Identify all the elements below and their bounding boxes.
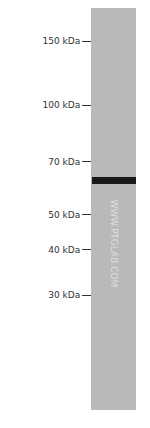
svg-text:50 kDa: 50 kDa <box>48 210 80 220</box>
svg-text:30 kDa: 30 kDa <box>48 290 80 300</box>
svg-text:WWW.PTGLAB.COM: WWW.PTGLAB.COM <box>109 199 119 287</box>
svg-text:70 kDa: 70 kDa <box>48 157 80 167</box>
svg-text:40 kDa: 40 kDa <box>48 245 80 255</box>
svg-text:150 kDa: 150 kDa <box>42 36 80 46</box>
svg-text:100 kDa: 100 kDa <box>42 100 80 110</box>
